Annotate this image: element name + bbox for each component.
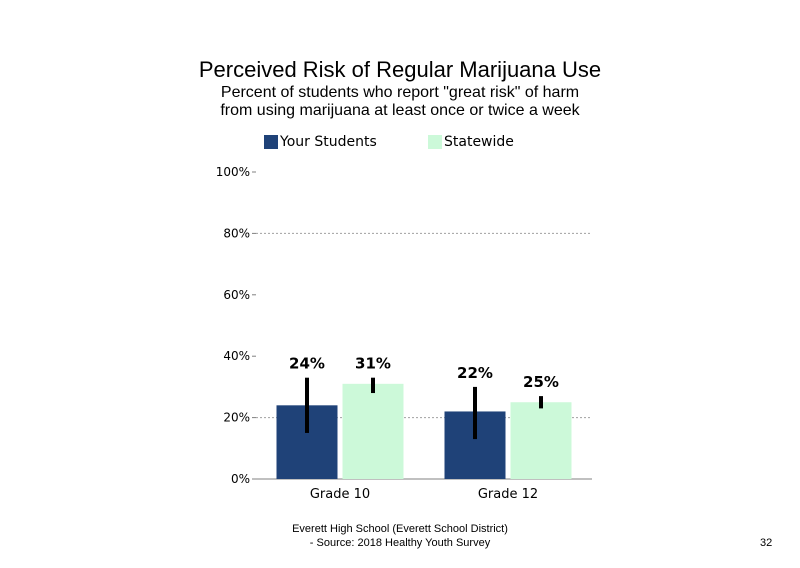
data-label: 24% <box>289 355 325 373</box>
bar-statewide-grade-12 <box>510 402 572 479</box>
y-tick-label: 80% <box>223 226 250 240</box>
bar-statewide-grade-10 <box>342 383 404 479</box>
x-tick-label: Grade 12 <box>478 487 538 502</box>
y-tick-label: 60% <box>223 288 250 302</box>
chart-subtitle-line-1: Percent of students who report "great ri… <box>220 84 580 101</box>
legend-label-your-students: Your Students <box>280 134 377 150</box>
legend-label-statewide: Statewide <box>444 134 514 150</box>
chart-subtitle-line-2: from using marijuana at least once or tw… <box>220 102 580 119</box>
y-tick-label: 40% <box>223 349 250 363</box>
legend-item-your-students: Your Students <box>264 134 377 150</box>
y-tick-label: 0% <box>231 472 250 486</box>
x-tick-label: Grade 10 <box>310 487 370 502</box>
y-tick-label: 100% <box>216 165 250 179</box>
legend-item-statewide: Statewide <box>428 134 514 150</box>
legend-swatch-statewide <box>428 135 442 149</box>
data-label: 22% <box>457 364 493 382</box>
y-tick-label: 20% <box>223 411 250 425</box>
chart-title: Perceived Risk of Regular Marijuana Use <box>198 57 602 82</box>
data-label: 31% <box>355 355 391 373</box>
footer-school: Everett High School (Everett School Dist… <box>292 523 508 535</box>
data-label: 25% <box>523 373 559 391</box>
footer-source: - Source: 2018 Healthy Youth Survey <box>309 537 491 549</box>
legend-swatch-your-students <box>264 135 278 149</box>
page-number: 32 <box>760 537 773 549</box>
